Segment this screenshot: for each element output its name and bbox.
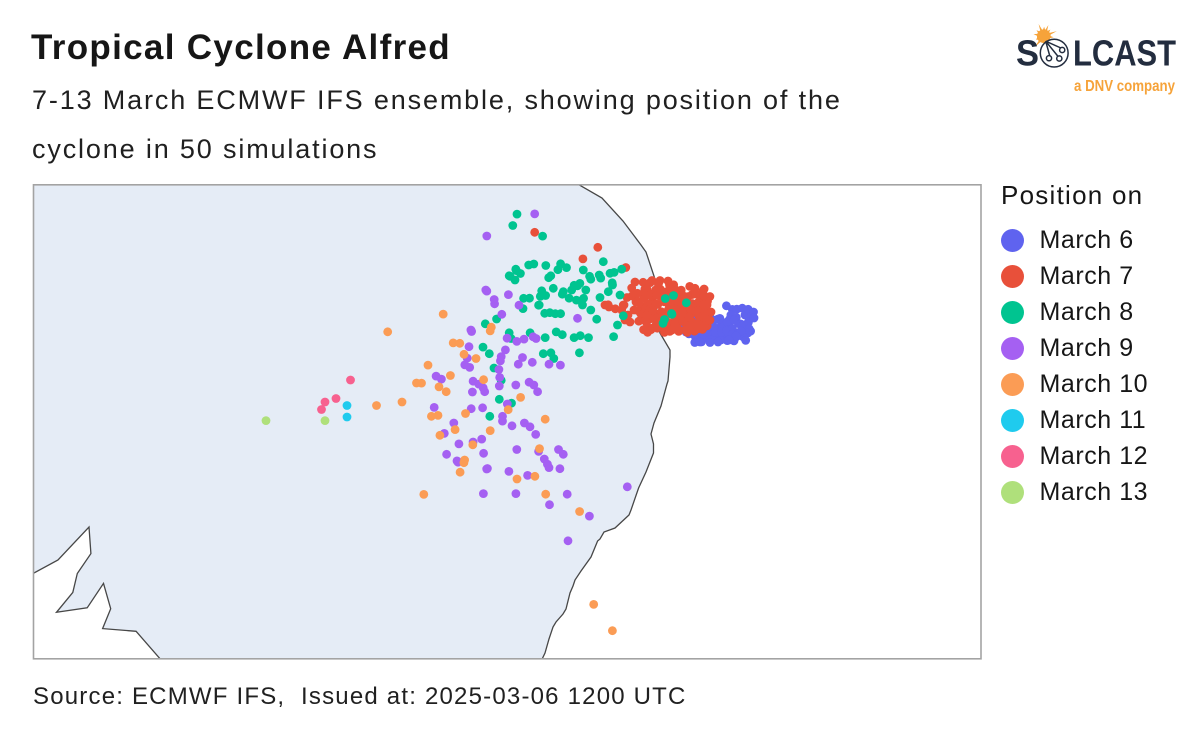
svg-text:a DNV company: a DNV company bbox=[1074, 78, 1175, 95]
svg-text:S: S bbox=[1016, 33, 1039, 74]
svg-text:LCAST: LCAST bbox=[1073, 33, 1176, 74]
